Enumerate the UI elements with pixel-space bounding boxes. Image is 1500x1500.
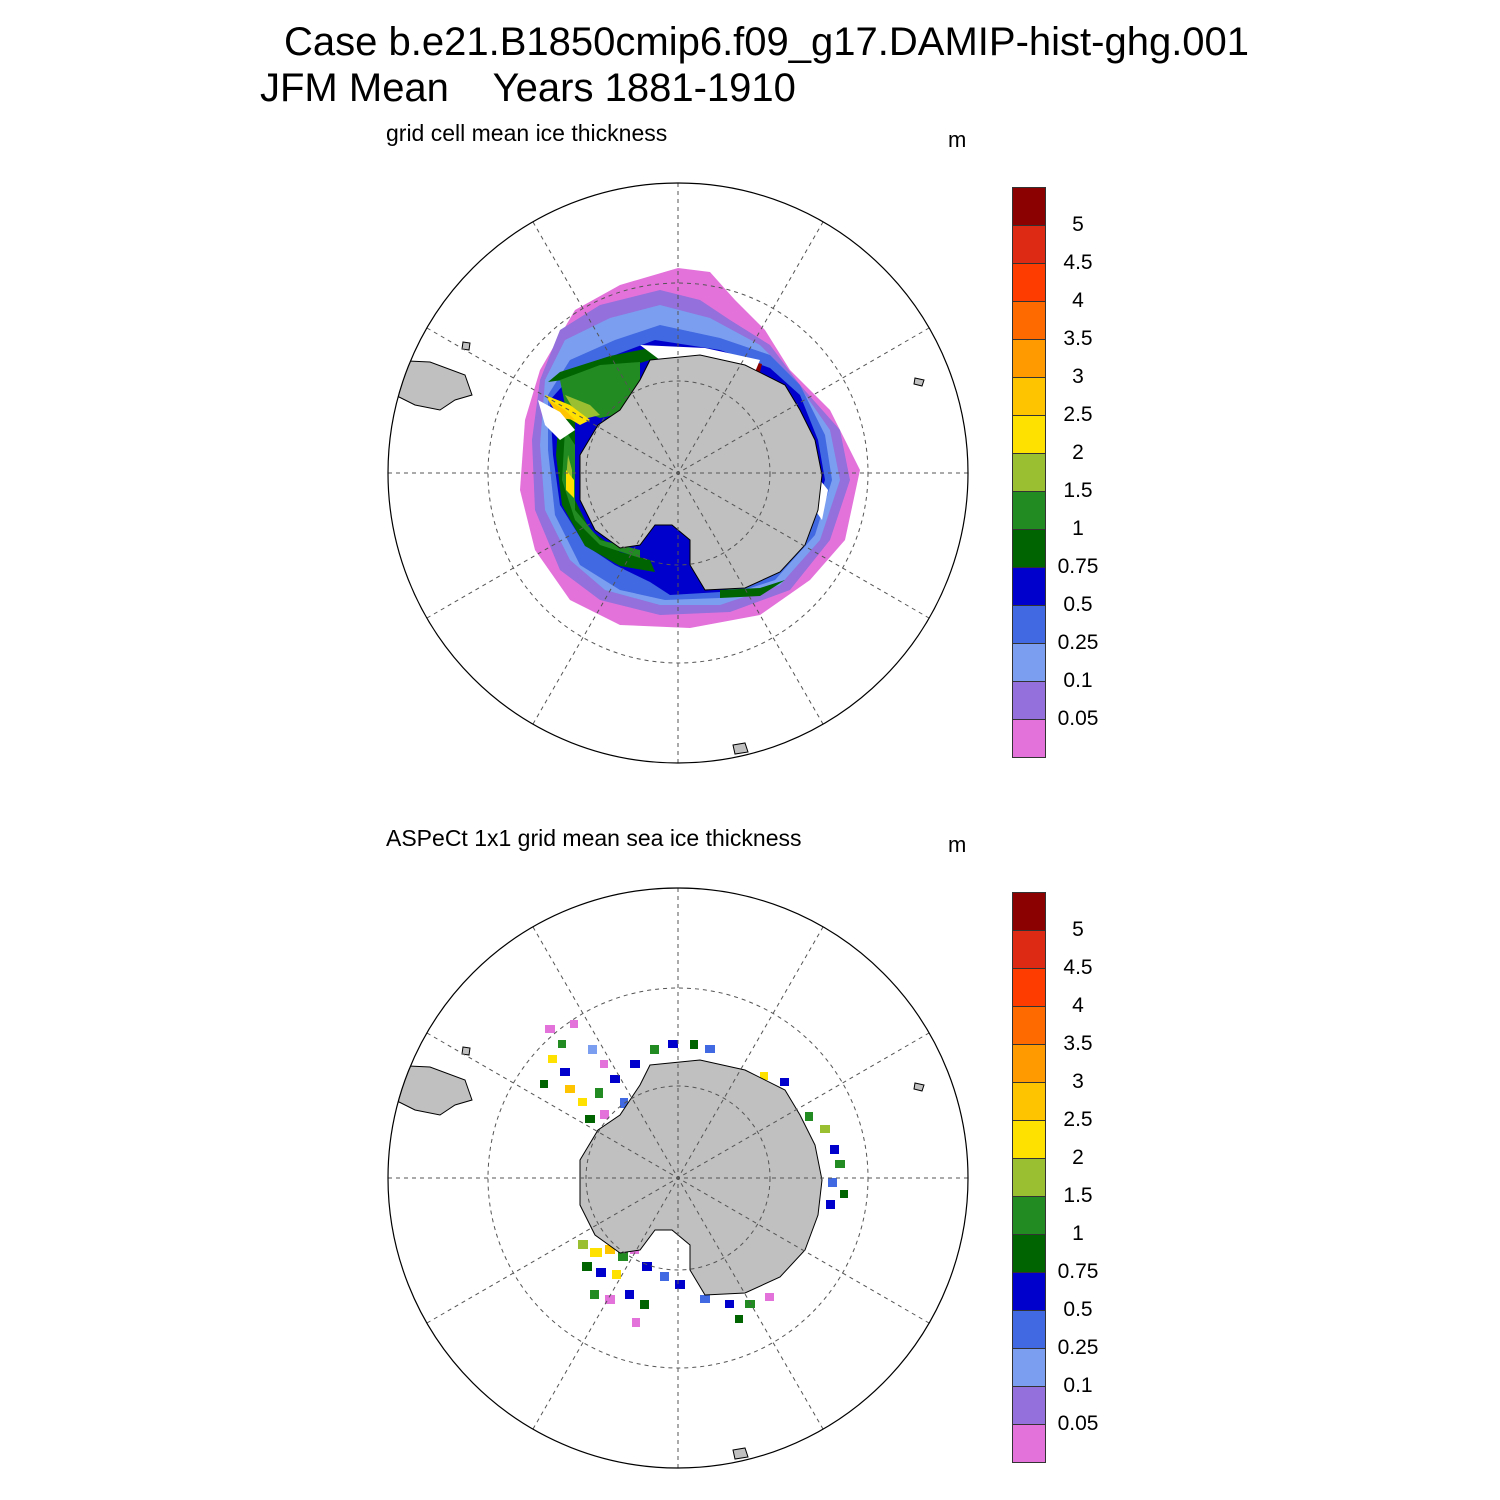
panel1-map <box>388 183 968 763</box>
colorbar-swatch <box>1012 453 1046 492</box>
island-south-georgia-2 <box>913 1082 925 1092</box>
colorbar-swatch <box>1012 415 1046 454</box>
panel1-frame <box>387 182 969 764</box>
panel1-colorbar <box>1012 187 1046 758</box>
colorbar-swatch <box>1012 529 1046 568</box>
colorbar-swatch <box>1012 1196 1046 1235</box>
colorbar-swatch <box>1012 263 1046 302</box>
colorbar-swatch <box>1012 681 1046 720</box>
colorbar-swatch <box>1012 892 1046 931</box>
colorbar-tick-label: 0.05 <box>1057 1412 1099 1435</box>
colorbar-swatch <box>1012 1006 1046 1045</box>
ice-band-5 <box>754 362 808 440</box>
panel2-units: m <box>948 832 967 857</box>
colorbar-swatch <box>1012 1424 1046 1463</box>
colorbar-swatch <box>1012 491 1046 530</box>
colorbar-swatch <box>1012 1386 1046 1425</box>
colorbar-swatch <box>1012 1348 1046 1387</box>
colorbar-swatch <box>1012 187 1046 226</box>
colorbar-swatch <box>1012 719 1046 758</box>
colorbar-tick-label: 5 <box>1072 213 1084 236</box>
colorbar-swatch <box>1012 968 1046 1007</box>
ice-band-1 <box>548 348 785 598</box>
panel1-title: grid cell mean ice thickness <box>386 120 668 146</box>
colorbar-swatch <box>1012 930 1046 969</box>
island-kerguelen <box>732 742 749 755</box>
island-falklands <box>461 341 471 351</box>
colorbar-swatch <box>1012 1158 1046 1197</box>
panel2-grid <box>388 888 968 1468</box>
colorbar-tick-label: 0.05 <box>1057 707 1099 730</box>
colorbar-swatch <box>1012 1310 1046 1349</box>
colorbar-swatch <box>1012 1082 1046 1121</box>
colorbar-swatch <box>1012 643 1046 682</box>
figure-title-case: Case b.e21.B1850cmip6.f09_g17.DAMIP-hist… <box>284 20 1250 64</box>
panel2-frame <box>387 887 969 1469</box>
colorbar-swatch <box>1012 1044 1046 1083</box>
colorbar-tick-label: 2 <box>1072 441 1084 464</box>
south-america-land-2 <box>388 1064 473 1116</box>
colorbar-tick-label: 4.5 <box>1063 956 1093 979</box>
colorbar-tick-label: 2.5 <box>1063 403 1093 426</box>
ice-band-2.5 <box>545 395 590 498</box>
ice-band-3 <box>548 400 575 420</box>
colorbar-tick-label: 0.5 <box>1063 593 1093 616</box>
panel2-title: ASPeCt 1x1 grid mean sea ice thickness <box>386 825 802 851</box>
figure-title-period: JFM Mean Years 1881-1910 <box>260 66 796 110</box>
colorbar-swatch <box>1012 225 1046 264</box>
south-america-land <box>388 359 473 411</box>
island-falklands-2 <box>461 1046 471 1056</box>
panel2-colorbar <box>1012 892 1046 1463</box>
colorbar-tick-label: 4 <box>1072 289 1084 312</box>
colorbar-tick-label: 1.5 <box>1063 1184 1093 1207</box>
colorbar-swatch <box>1012 301 1046 340</box>
colorbar-tick-label: 3 <box>1072 365 1084 388</box>
colorbar-tick-label: 0.25 <box>1057 631 1099 654</box>
colorbar-swatch <box>1012 605 1046 644</box>
colorbar-tick-label: 0.75 <box>1057 1260 1099 1283</box>
colorbar-swatch <box>1012 567 1046 606</box>
colorbar-tick-label: 1 <box>1072 517 1084 540</box>
colorbar-swatch <box>1012 1234 1046 1273</box>
colorbar-tick-label: 3 <box>1072 1070 1084 1093</box>
colorbar-swatch <box>1012 377 1046 416</box>
colorbar-tick-label: 0.1 <box>1063 669 1093 692</box>
colorbar-tick-label: 3.5 <box>1063 327 1093 350</box>
colorbar-tick-label: 4 <box>1072 994 1084 1017</box>
colorbar-tick-label: 1 <box>1072 1222 1084 1245</box>
colorbar-tick-label: 5 <box>1072 918 1084 941</box>
colorbar-swatch <box>1012 339 1046 378</box>
colorbar-tick-label: 0.25 <box>1057 1336 1099 1359</box>
panel1-grid <box>388 183 968 763</box>
colorbar-tick-label: 0.75 <box>1057 555 1099 578</box>
colorbar-tick-label: 2.5 <box>1063 1108 1093 1131</box>
colorbar-swatch <box>1012 1120 1046 1159</box>
colorbar-tick-label: 0.5 <box>1063 1298 1093 1321</box>
colorbar-tick-label: 3.5 <box>1063 1032 1093 1055</box>
colorbar-tick-label: 1.5 <box>1063 479 1093 502</box>
colorbar-tick-label: 2 <box>1072 1146 1084 1169</box>
island-kerguelen-2 <box>732 1447 749 1460</box>
panel1-units: m <box>948 127 967 152</box>
colorbar-tick-label: 0.1 <box>1063 1374 1093 1397</box>
obs-cells <box>540 1020 848 1327</box>
island-south-georgia <box>913 377 925 387</box>
panel2-map <box>388 888 968 1468</box>
colorbar-tick-label: 4.5 <box>1063 251 1093 274</box>
colorbar-swatch <box>1012 1272 1046 1311</box>
